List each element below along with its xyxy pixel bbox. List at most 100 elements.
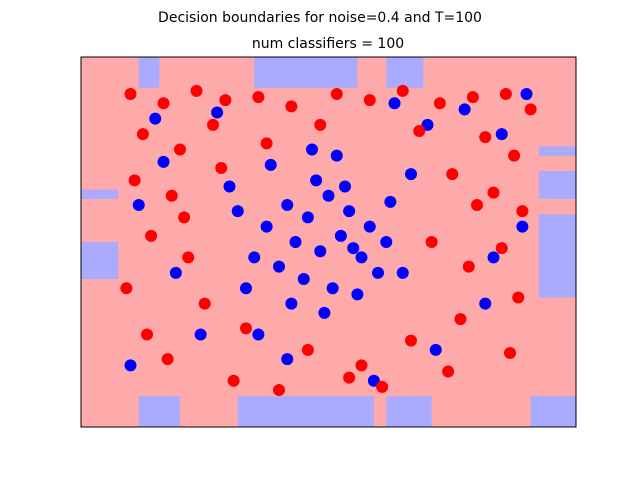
- point: [504, 347, 516, 359]
- decision-region: [386, 57, 424, 88]
- point: [281, 353, 294, 366]
- point: [161, 353, 174, 366]
- point: [194, 328, 207, 341]
- chart-subtitle: num classifiers = 100: [252, 36, 404, 52]
- point: [495, 242, 508, 255]
- point: [260, 137, 273, 150]
- point: [388, 97, 401, 110]
- point: [231, 205, 244, 218]
- point: [495, 128, 508, 141]
- point: [372, 266, 384, 279]
- point: [301, 343, 314, 356]
- point: [124, 359, 137, 372]
- point: [273, 384, 285, 396]
- decision-region: [81, 189, 119, 199]
- point: [178, 211, 191, 224]
- point: [334, 229, 347, 242]
- point: [487, 251, 500, 264]
- point: [322, 189, 335, 202]
- point: [141, 328, 153, 341]
- point: [285, 297, 298, 310]
- point: [207, 118, 219, 131]
- point: [145, 229, 158, 242]
- point: [343, 371, 356, 384]
- point: [227, 374, 240, 387]
- point: [405, 334, 417, 347]
- point: [421, 118, 434, 131]
- decision-region: [538, 146, 576, 156]
- point: [458, 103, 471, 116]
- point: [128, 174, 141, 187]
- point: [479, 297, 492, 310]
- point: [355, 251, 368, 264]
- point: [169, 266, 182, 279]
- point: [264, 158, 277, 171]
- decision-region: [138, 57, 160, 88]
- point: [384, 195, 397, 208]
- decision-region: [138, 396, 180, 427]
- point: [433, 97, 446, 110]
- point: [508, 149, 521, 162]
- point: [211, 106, 224, 119]
- point: [318, 306, 331, 319]
- point: [479, 131, 492, 144]
- point: [281, 199, 294, 211]
- point: [330, 149, 343, 162]
- point: [462, 260, 475, 273]
- point: [310, 174, 323, 187]
- point: [248, 251, 261, 264]
- point: [252, 91, 265, 104]
- point: [355, 359, 368, 372]
- point: [512, 291, 525, 304]
- point: [314, 118, 327, 131]
- point: [524, 103, 537, 116]
- point: [149, 112, 162, 125]
- point: [157, 97, 170, 110]
- point: [367, 374, 380, 387]
- point: [124, 88, 137, 100]
- point: [516, 220, 529, 233]
- point: [260, 220, 273, 233]
- point: [425, 236, 438, 248]
- point: [376, 380, 389, 393]
- point: [198, 297, 211, 310]
- point: [499, 88, 512, 100]
- point: [136, 128, 149, 141]
- point: [252, 328, 265, 341]
- point: [215, 162, 228, 174]
- background-region: [81, 57, 576, 427]
- point: [347, 242, 360, 255]
- point: [297, 273, 310, 285]
- point: [285, 100, 298, 113]
- point: [289, 236, 302, 248]
- point: [363, 220, 376, 233]
- point: [413, 125, 426, 137]
- point: [454, 313, 467, 326]
- decision-region: [538, 214, 576, 298]
- axes-frame: [80, 56, 577, 428]
- point: [363, 94, 376, 107]
- point: [223, 180, 236, 193]
- point: [120, 282, 133, 295]
- point: [351, 288, 364, 301]
- decision-region: [81, 242, 119, 279]
- point: [405, 168, 417, 181]
- point: [219, 94, 232, 107]
- point: [330, 88, 343, 100]
- decision-region: [538, 171, 576, 199]
- point: [446, 168, 459, 181]
- point: [240, 322, 252, 335]
- point: [326, 282, 339, 295]
- point: [516, 205, 529, 218]
- point: [174, 143, 186, 156]
- point: [339, 180, 351, 193]
- point: [182, 251, 195, 264]
- point: [380, 236, 393, 248]
- point: [165, 189, 178, 202]
- point: [190, 84, 203, 97]
- point: [132, 199, 145, 211]
- point: [396, 266, 409, 279]
- point: [396, 84, 409, 97]
- decision-region: [530, 396, 576, 427]
- point: [273, 260, 285, 273]
